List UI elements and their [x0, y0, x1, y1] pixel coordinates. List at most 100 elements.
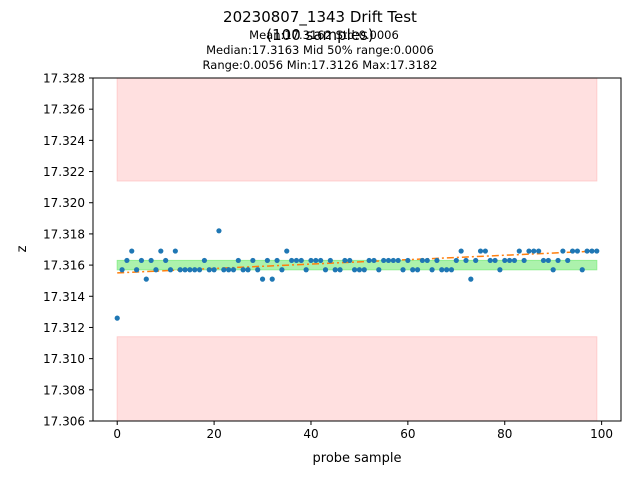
- data-point: [497, 267, 503, 273]
- y-tick-label: 17.310: [43, 352, 85, 366]
- data-point: [322, 267, 329, 273]
- data-point: [506, 257, 513, 264]
- data-point: [342, 257, 348, 264]
- x-tick-label: 80: [497, 427, 512, 441]
- data-point: [390, 257, 396, 264]
- y-tick-label: 17.324: [43, 134, 85, 148]
- data-point: [158, 248, 164, 254]
- upper-limit-band: [116, 77, 598, 182]
- x-tick-label: 100: [590, 427, 613, 441]
- data-point: [439, 267, 445, 273]
- stats-line-3: Range:0.0056 Min:17.3126 Max:17.3182: [202, 58, 438, 72]
- data-point: [255, 267, 261, 273]
- data-point: [419, 257, 425, 264]
- data-point: [250, 257, 256, 264]
- x-tick-label: 40: [303, 427, 318, 441]
- y-tick-label: 17.312: [43, 321, 85, 335]
- data-point: [138, 257, 145, 264]
- data-point: [458, 248, 464, 254]
- data-point: [177, 267, 183, 273]
- data-point: [269, 276, 275, 282]
- data-point: [521, 257, 527, 264]
- y-tick-label: 17.322: [43, 165, 85, 179]
- data-point: [487, 257, 493, 264]
- data-point: [347, 257, 353, 264]
- data-point: [381, 257, 387, 264]
- data-point: [351, 267, 358, 273]
- data-point: [492, 257, 498, 264]
- data-point: [172, 248, 178, 254]
- data-point: [410, 267, 416, 273]
- data-point: [574, 248, 581, 254]
- data-point: [279, 267, 285, 273]
- data-point: [584, 248, 590, 254]
- chart-subtitle: (100 samples): [266, 26, 374, 44]
- data-point: [569, 248, 576, 254]
- data-point: [196, 267, 203, 273]
- data-point: [545, 257, 551, 264]
- data-point: [361, 267, 367, 273]
- data-point: [259, 276, 266, 282]
- y-tick-label: 17.306: [43, 415, 85, 429]
- data-point: [463, 257, 469, 264]
- data-point: [511, 257, 518, 264]
- data-point: [153, 267, 159, 273]
- data-point: [284, 248, 290, 254]
- data-point: [579, 267, 585, 273]
- data-point: [395, 257, 401, 264]
- y-tick-label: 17.314: [43, 290, 85, 304]
- data-point: [444, 267, 450, 273]
- data-point: [114, 315, 120, 321]
- data-point: [167, 267, 174, 273]
- data-point: [303, 267, 309, 273]
- data-point: [376, 267, 382, 273]
- points-layer: [114, 228, 600, 321]
- data-point: [289, 257, 295, 264]
- data-point: [366, 257, 372, 264]
- data-point: [129, 248, 135, 254]
- y-tick-label: 17.308: [43, 383, 85, 397]
- y-tick-label: 17.320: [43, 196, 85, 210]
- data-point: [400, 267, 406, 273]
- data-point: [308, 257, 314, 264]
- data-point: [385, 257, 392, 264]
- y-tick-label: 17.328: [43, 72, 85, 86]
- data-point: [216, 228, 222, 234]
- y-axis-label: z: [15, 245, 30, 252]
- data-point: [429, 267, 435, 273]
- stats-line-1: Mean:17.3162 Std:0.0006: [249, 28, 399, 42]
- chart-title: 20230807_1343 Drift Test: [223, 8, 417, 26]
- data-point: [434, 257, 440, 264]
- stats-line-2: Median:17.3163 Mid 50% range:0.0006: [206, 43, 434, 57]
- data-point: [201, 257, 208, 264]
- data-point: [163, 257, 169, 264]
- data-point: [482, 248, 488, 254]
- data-point: [560, 248, 566, 254]
- data-point: [516, 248, 522, 254]
- data-point: [468, 276, 474, 282]
- data-point: [318, 257, 324, 264]
- data-point: [526, 248, 532, 254]
- data-point: [192, 267, 198, 273]
- data-point: [405, 257, 411, 264]
- data-point: [235, 257, 241, 264]
- lower-limit-band: [116, 336, 598, 422]
- data-point: [240, 267, 246, 273]
- data-point: [453, 257, 459, 264]
- data-point: [473, 257, 479, 264]
- data-point: [550, 267, 556, 273]
- data-point: [337, 267, 343, 273]
- y-tick-label: 17.326: [43, 103, 85, 117]
- data-point: [182, 267, 188, 273]
- data-point: [356, 267, 363, 273]
- data-point: [226, 267, 232, 273]
- data-point: [206, 267, 212, 273]
- data-point: [313, 257, 319, 264]
- data-point: [477, 248, 484, 254]
- data-point: [536, 248, 542, 254]
- bands-layer: [116, 77, 598, 422]
- data-point: [221, 267, 227, 273]
- data-point: [124, 257, 130, 264]
- y-tick-label: 17.316: [43, 259, 85, 273]
